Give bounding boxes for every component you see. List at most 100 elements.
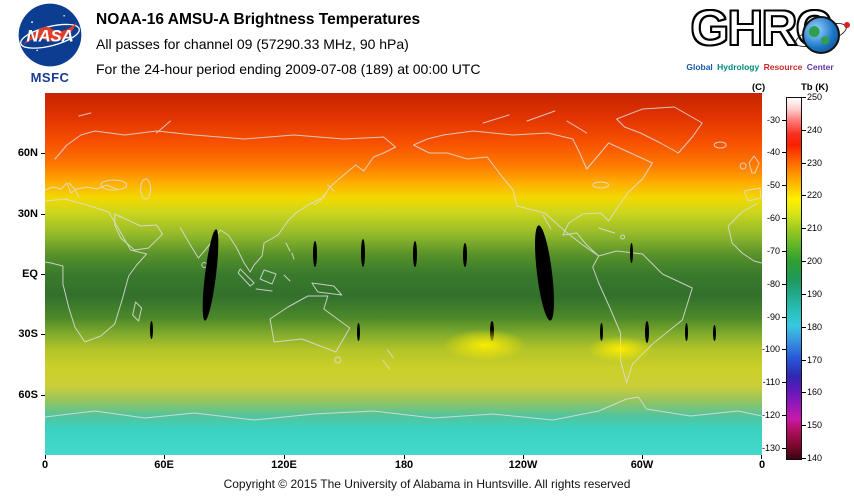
nasa-logo: NASA MSFC [14,3,86,85]
missing-data-gap [357,323,360,341]
colorbar-tick [802,327,806,328]
x-axis-tick [642,455,643,459]
colorbar-tick [782,382,786,383]
colorbar-k-label: 170 [807,355,823,365]
satellite-dot-icon [844,22,850,28]
lon-tick-label: 180 [394,459,414,471]
colorbar-tick [782,448,786,449]
colorbar-tick [802,195,806,196]
colorbar-tick [782,415,786,416]
lon-tick-label: 60W [630,459,654,471]
lat-tick-label: 30N [17,208,38,220]
colorbar-c-label: -100 [761,344,780,354]
subtitle-channel: All passes for channel 09 (57290.33 MHz,… [96,36,409,52]
warm-anomaly [443,329,527,361]
missing-data-gap [685,323,688,341]
nasa-meatball-icon: NASA [18,3,82,67]
missing-data-gap [463,243,467,267]
colorbar-k-label: 190 [807,289,823,299]
lon-tick-label: 120W [508,459,538,471]
lat-tick-label: 30S [18,328,38,340]
colorbar-c-label: -120 [761,410,780,420]
colorbar-c-label: -50 [766,180,780,190]
title-block: NOAA-16 AMSU-A Brightness Temperatures A… [96,7,480,82]
colorbar-tick [782,251,786,252]
colorbar-tick [802,130,806,131]
missing-data-gap [150,321,153,339]
copyright-text: Copyright © 2015 The University of Alaba… [223,477,631,491]
tagline-word: Global [686,62,713,72]
missing-data-gap [630,243,633,263]
tagline-word: Resource [763,62,803,72]
missing-data-gap [713,325,716,341]
colorbar-tick [782,152,786,153]
colorbar-tick [802,228,806,229]
globe-icon [802,16,840,54]
y-axis-tick [41,214,45,215]
colorbar-c-label: -70 [766,246,780,256]
msfc-label: MSFC [30,70,70,85]
colorbar-tick [782,185,786,186]
page-title: NOAA-16 AMSU-A Brightness Temperatures [96,11,421,28]
colorbar-tick [782,120,786,121]
ghrc-logo: GHRC Global Hydrology Resource Center [674,0,850,88]
lon-tick-label: 0 [41,459,49,471]
coastlines-overlay [45,106,762,421]
colorbar-tick [802,97,806,98]
y-axis-tick [41,153,45,154]
y-axis-tick [41,274,45,275]
colorbar-c-label: -60 [766,213,780,223]
colorbar-tick [782,349,786,350]
colorbar-k-label: 160 [807,387,823,397]
colorbar-tick [802,163,806,164]
colorbar-gradient [786,97,802,460]
colorbar-tick [782,317,786,318]
colorbar-c-label: -90 [766,312,780,322]
tagline-word: Hydrology [717,62,760,72]
nasa-wordmark: NASA [26,26,73,45]
missing-data-gap [600,323,603,341]
colorbar-k-label: 180 [807,322,823,332]
lat-tick-label: 60S [18,389,38,401]
colorbar-tick [782,284,786,285]
colorbar-k-label: 220 [807,190,823,200]
missing-data-gap [645,321,649,343]
lat-tick-label: EQ [22,268,38,280]
colorbar-tick [802,360,806,361]
subtitle-period: For the 24-hour period ending 2009-07-08… [96,61,481,77]
lon-tick-label: 120E [271,459,297,471]
lat-tick-label: 60N [17,147,38,159]
x-axis-tick [761,455,762,459]
x-axis-tick [45,455,46,459]
colorbar-tick [802,261,806,262]
missing-data-gap [313,241,317,267]
colorbar-tick [802,425,806,426]
colorbar-unit-celsius: (C) [752,82,766,93]
colorbar-c-label: -80 [766,279,780,289]
lon-tick-label: 0 [758,459,766,471]
x-axis-tick [164,455,165,459]
colorbar-c-label: -130 [761,443,780,453]
y-axis-tick [41,334,45,335]
missing-data-gap [361,239,365,267]
colorbar-k-label: 150 [807,420,823,430]
colorbar-tick [802,458,806,459]
colorbar-tick [802,294,806,295]
colorbar-unit-kelvin: Tb (K) [801,82,829,93]
brightness-temperature-map [45,93,762,455]
tagline-word: Center [806,62,834,72]
colorbar-c-label: -110 [762,377,780,387]
lon-tick-label: 60E [154,459,174,471]
x-axis-tick [284,455,285,459]
warm-anomaly [587,336,653,362]
colorbar-k-label: 200 [807,256,823,266]
ghrc-tagline: Global Hydrology Resource Center [674,62,846,72]
colorbar-k-label: 240 [807,125,823,135]
x-axis-tick [523,455,524,459]
x-axis-tick [404,455,405,459]
colorbar-c-label: -40 [766,147,780,157]
colorbar-k-label: 210 [807,223,823,233]
colorbar-tick [782,218,786,219]
colorbar-c-label: -30 [766,115,780,125]
